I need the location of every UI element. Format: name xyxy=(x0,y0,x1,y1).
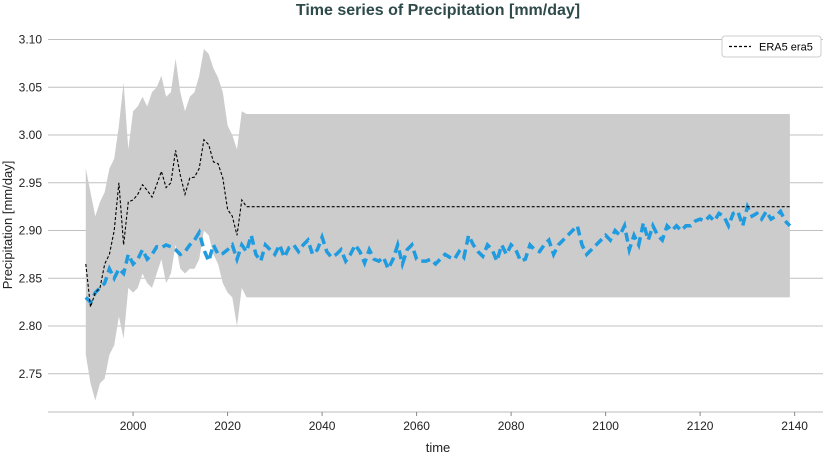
axes: 2.75 2.80 2.85 2.90 2.95 3.00 3.05 3.10 2000 2020… xyxy=(19,33,823,433)
x-tick-label: 2120 xyxy=(687,419,714,433)
series-lines xyxy=(84,138,792,308)
uncertainty-band xyxy=(85,49,790,401)
band-area xyxy=(85,49,790,401)
model-series-line xyxy=(84,201,792,306)
y-tick-label: 2.75 xyxy=(19,367,43,381)
era5-series-line xyxy=(85,138,790,308)
y-tick-label: 3.00 xyxy=(19,128,43,142)
legend-era5-label: ERA5 era5 xyxy=(759,42,813,54)
x-tick-label: 2100 xyxy=(592,419,619,433)
legend-box xyxy=(721,35,822,58)
y-tick-label: 2.85 xyxy=(19,271,43,285)
y-tick-label: 2.90 xyxy=(19,224,43,238)
x-tick-label: 2020 xyxy=(214,419,241,433)
y-tick-label: 3.10 xyxy=(19,33,43,47)
y-axis-label: Precipitation [mm/day] xyxy=(0,161,15,290)
x-tick-label: 2060 xyxy=(403,419,430,433)
y-tick-label: 3.05 xyxy=(19,80,43,94)
x-tick-label: 2140 xyxy=(781,419,808,433)
y-tick-label: 2.95 xyxy=(19,176,43,190)
x-axis-label: time xyxy=(426,440,451,455)
x-tick-label: 2040 xyxy=(309,419,336,433)
y-tick-label: 2.80 xyxy=(19,319,43,333)
chart-title: Time series of Precipitation [mm/day] xyxy=(296,2,580,19)
legend: ERA5 era5 xyxy=(721,35,822,58)
x-tick-label: 2000 xyxy=(120,419,147,433)
x-tick-label: 2080 xyxy=(498,419,525,433)
